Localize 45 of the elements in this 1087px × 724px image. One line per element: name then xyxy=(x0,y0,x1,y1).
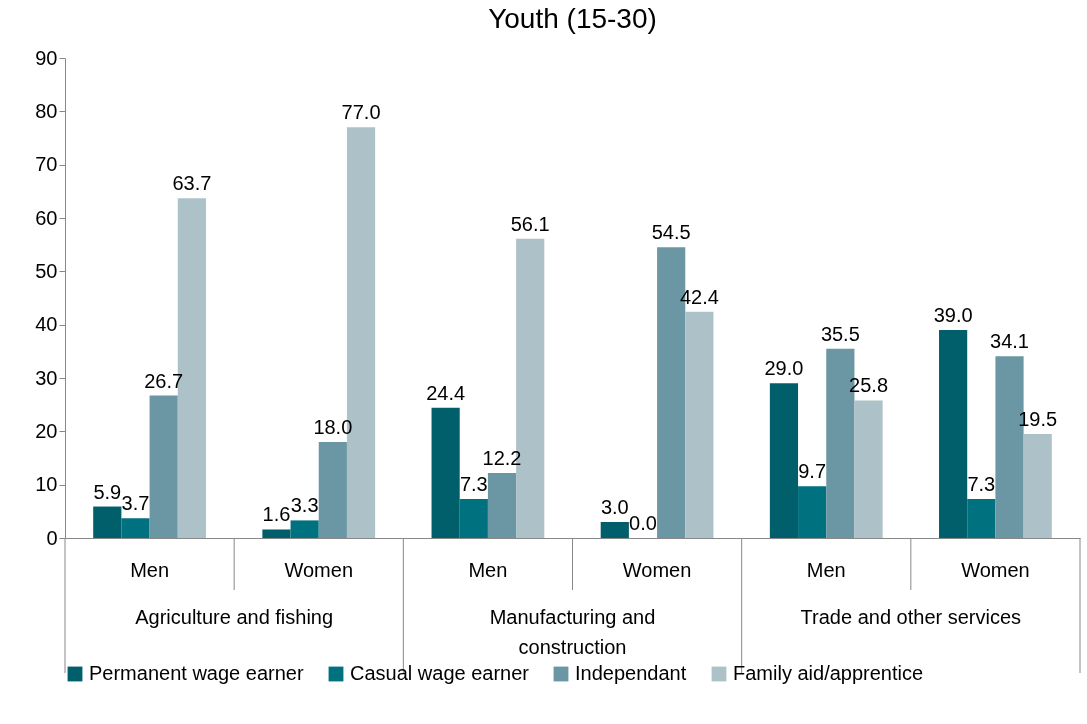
x-tick-label: Men xyxy=(806,558,846,581)
data-label: 3.0 xyxy=(600,496,629,518)
y-tick-label: 90 xyxy=(35,46,58,69)
y-tick-label: 40 xyxy=(35,313,58,336)
y-tick-label: 10 xyxy=(35,473,58,496)
chart-title: Youth (15-30) xyxy=(488,3,657,34)
data-label: 63.7 xyxy=(172,172,212,195)
x-tick-label: Women xyxy=(284,558,354,581)
data-label: 35.5 xyxy=(820,322,860,345)
data-label: 26.7 xyxy=(144,369,184,392)
x-tick-label: Women xyxy=(961,558,1030,581)
y-tick-label: 20 xyxy=(35,419,58,442)
y-tick-label: 60 xyxy=(35,206,58,229)
legend-label: Family aid/apprentice xyxy=(733,662,924,684)
data-label: 12.2 xyxy=(482,446,522,469)
data-label: 1.6 xyxy=(262,503,291,526)
data-label: 0.0 xyxy=(629,512,657,534)
legend-label: Casual wage earner xyxy=(350,662,530,684)
data-label: 18.0 xyxy=(313,416,353,438)
x-tick-label: Men xyxy=(130,558,170,581)
data-label: 39.0 xyxy=(933,304,973,326)
text: Manufacturing and construction xyxy=(489,606,656,658)
data-label: 29.0 xyxy=(764,357,804,380)
data-label: 34.1 xyxy=(990,330,1029,353)
data-label: 7.3 xyxy=(967,473,996,496)
y-tick-label: 50 xyxy=(35,259,58,282)
y-tick-label: 30 xyxy=(35,366,58,389)
legend-label: Independant xyxy=(575,662,687,684)
x-tick-label: Women xyxy=(622,558,692,581)
data-label: 56.1 xyxy=(510,212,550,235)
data-label: 3.3 xyxy=(290,494,319,517)
y-tick-label: 70 xyxy=(35,153,58,176)
data-label: 3.7 xyxy=(121,492,150,515)
data-label: 9.7 xyxy=(798,460,827,483)
y-tick-label: 80 xyxy=(35,99,58,122)
data-label: 5.9 xyxy=(93,480,122,503)
data-label: 54.5 xyxy=(651,221,691,244)
x-tick-label: Men xyxy=(468,558,508,581)
text: Agriculture and fishing xyxy=(135,606,334,628)
legend-label: Permanent wage earner xyxy=(89,662,304,684)
data-label: 77.0 xyxy=(341,101,381,124)
text: Trade and other services xyxy=(800,606,1022,628)
data-label: 7.3 xyxy=(459,473,488,496)
data-label: 24.4 xyxy=(426,381,466,404)
y-tick-label: 0 xyxy=(46,526,58,549)
